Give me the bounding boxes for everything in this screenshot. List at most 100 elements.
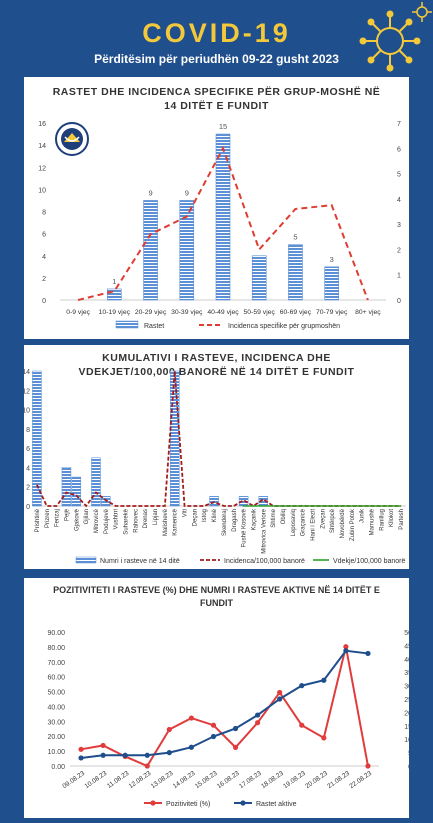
active-cases-point [277, 696, 283, 702]
x-tick-label: 18.08.23 [260, 770, 285, 790]
bar [107, 288, 122, 301]
x-tick-label: 80+ vjeç [355, 309, 381, 316]
positivity-point [210, 722, 217, 728]
positivity-point [78, 746, 84, 752]
y-tick-right: 6 [397, 146, 401, 153]
y-tick-right: 50 [404, 630, 409, 637]
y-tick-right: 15 [404, 724, 409, 731]
x-tick-label: Graçanicë [301, 508, 307, 536]
legend-label: Numri i rasteve në 14 ditë [100, 558, 180, 565]
x-tick-label: Pejë [64, 508, 70, 521]
x-tick-label: 17.08.23 [238, 770, 263, 790]
y-tick-right: 5 [397, 172, 401, 179]
y-tick: 8 [26, 427, 30, 434]
active-cases-line [80, 649, 369, 759]
positivity-point [188, 715, 194, 721]
y-tick-left: 4 [42, 254, 46, 261]
positivity-point [232, 744, 239, 750]
x-tick-label: 22.08.23 [348, 770, 373, 790]
y-tick-left: 30.00 [47, 719, 65, 726]
chart3-title: POZITIVITETI I RASTEVE (%) DHE NUMRI I R… [53, 585, 380, 608]
positivity-point [144, 763, 150, 769]
x-tick-label: Prizren [45, 509, 51, 528]
x-tick-label: 12.08.23 [128, 770, 153, 790]
x-tick-label: Kamenicë [173, 508, 179, 535]
x-tick-label: Kllokot [389, 509, 395, 527]
active-cases-point [122, 752, 128, 758]
active-cases-point [78, 755, 84, 761]
x-tick-label: Dragash [232, 509, 238, 532]
y-tick: 2 [26, 485, 30, 492]
y-tick: 14 [24, 369, 30, 376]
x-tick-label: 50-59 vjeç [244, 309, 276, 316]
y-tick-right: 2 [397, 247, 401, 254]
x-tick-label: Shtërpcë [330, 508, 336, 533]
x-tick-label: Hani i Elezit [311, 509, 317, 541]
bar [169, 370, 180, 507]
x-tick-label: Podujevë [104, 508, 110, 534]
y-tick-right: 35 [404, 670, 409, 677]
y-tick: 6 [26, 446, 30, 453]
legend-label: Incidenca specifike për grupmoshën [228, 323, 340, 330]
y-tick-left: 50.00 [47, 690, 65, 697]
y-tick-left: 20.00 [47, 734, 65, 741]
incidence-line [77, 145, 369, 301]
legend-label: Incidenca/100,000 banorë [224, 558, 305, 565]
legend-label: Vdekje/100,000 banorë [333, 558, 405, 565]
x-tick-label: 10.08.23 [84, 770, 109, 790]
chart2-title: KUMULATIVI I RASTEVE, INCIDENCA DHE VDEK… [78, 352, 355, 378]
header: COVID-19 Përditësim për periudhën 09-22 … [0, 0, 433, 78]
legend-marker-active [240, 800, 246, 806]
active-cases-point [188, 744, 194, 750]
bar [32, 370, 42, 507]
x-tick-label: Gjilan [84, 509, 90, 524]
y-tick-left: 12 [38, 165, 46, 172]
y-tick-right: 7 [397, 121, 401, 128]
bar [288, 244, 303, 301]
x-tick-label: 30-39 vjeç [171, 309, 203, 316]
x-tick-label: 70-79 vjeç [316, 309, 348, 316]
bar [324, 266, 339, 301]
active-cases-point [321, 677, 327, 683]
y-tick-left: 80.00 [47, 645, 65, 652]
x-tick-label: Lipjan [153, 509, 159, 525]
active-cases-point [100, 752, 106, 758]
y-tick: 12 [24, 388, 30, 395]
x-tick-label: 11.08.23 [106, 770, 131, 790]
x-tick-label: 16.08.23 [216, 770, 241, 790]
positivity-point [365, 763, 371, 769]
positivity-chart-panel: POZITIVITETI I RASTEVE (%) DHE NUMRI I R… [24, 578, 409, 818]
bar-data-label: 5 [293, 233, 297, 242]
bar [91, 457, 101, 507]
x-tick-label: 14.08.23 [172, 770, 197, 790]
bar [179, 200, 195, 301]
y-tick-left: 0 [42, 298, 46, 305]
active-cases-point [232, 725, 239, 732]
y-tick-right: 10 [404, 737, 409, 744]
x-tick-label: Leposaviq [291, 509, 297, 536]
x-tick-label: Junik [360, 508, 366, 523]
x-tick-label: Suharekë [124, 508, 130, 534]
y-tick-right: 30 [404, 684, 409, 691]
age-group-chart-panel: RASTET DHE INCIDENCA SPECIFIKE PËR GRUP-… [24, 77, 409, 339]
y-tick: 0 [26, 504, 30, 511]
incidence-line [36, 370, 402, 508]
y-tick-right: 20 [404, 710, 409, 717]
y-tick-left: 70.00 [47, 660, 65, 667]
x-tick-label: Klinë [212, 508, 218, 522]
x-tick-label: Drenas [143, 509, 149, 528]
y-tick-left: 14 [38, 143, 46, 150]
x-tick-label: Fushë Kosovë [242, 508, 248, 547]
x-tick-label: Skenderaj [222, 509, 228, 536]
x-tick-label: 15.08.23 [194, 770, 219, 790]
y-tick-left: 16 [38, 121, 46, 128]
y-tick-left: 60.00 [47, 675, 65, 682]
y-tick-right: 3 [397, 222, 401, 229]
x-tick-label: Kaçanik [251, 508, 257, 530]
x-tick-label: 10-19 vjeç [99, 309, 131, 316]
y-tick-right: 5 [408, 751, 409, 758]
x-tick-label: Zubin Potok [350, 508, 356, 541]
active-cases-point [166, 750, 172, 756]
bar-data-label: 1 [112, 277, 116, 286]
